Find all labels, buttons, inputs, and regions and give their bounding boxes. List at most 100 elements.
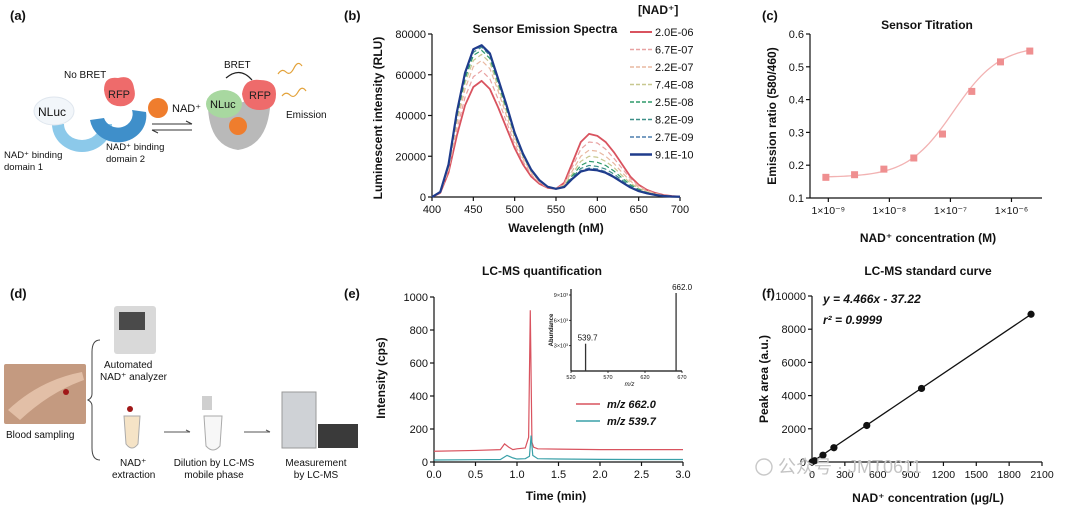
blood-sampling-label: Blood sampling — [6, 430, 74, 441]
chart-b-ytick-label: 80000 — [395, 29, 426, 41]
dilution-tube — [203, 415, 223, 451]
panel-label-a: (a) — [10, 8, 26, 23]
dilution-label: Dilution by LC-MS — [174, 458, 255, 469]
domain1-label: domain 1 — [4, 162, 43, 173]
chart-c-ytick-label: 0.4 — [789, 95, 804, 107]
chart-b-xtick-label: 550 — [547, 204, 565, 216]
chart-c-data-point — [968, 87, 976, 95]
chart-f-xlabel: NAD⁺ concentration (μg/L) — [852, 491, 1004, 505]
chart-e-xtick-label: 0.0 — [426, 469, 441, 481]
chart-f-xtick-label: 1200 — [932, 469, 956, 481]
chart-b-xtick-label: 500 — [505, 204, 523, 216]
chart-b-legend-label: 2.2E-07 — [655, 62, 694, 74]
chart-e-xtick-label: 1.0 — [509, 469, 524, 481]
chart-b-series-line — [431, 70, 681, 198]
chart-f-xtick-label: 900 — [902, 469, 920, 481]
panel-label-b: (b) — [344, 8, 361, 23]
chart-f-data-point — [830, 444, 838, 452]
chart-b-series-line — [431, 44, 681, 198]
chart-e-ytick-label: 200 — [410, 424, 428, 436]
chart-e-ytick-label: 0 — [422, 457, 428, 469]
chart-c-title: Sensor Titration — [881, 18, 973, 32]
nad-label: NAD⁺ — [172, 103, 201, 115]
analyzer-label: NAD⁺ analyzer — [100, 372, 168, 383]
no-bret-label: No BRET — [64, 70, 106, 81]
chart-f-ytick-label: 0 — [800, 457, 806, 469]
chart-e-series-line — [433, 435, 683, 461]
chart-b-series-line — [431, 53, 681, 198]
chart-c-data-point — [851, 171, 859, 179]
chart-c-ytick-label: 0.6 — [789, 29, 804, 41]
extraction-tube — [123, 415, 141, 449]
chart-f-ytick-label: 8000 — [782, 324, 806, 336]
domain1-label: NAD⁺ binding — [4, 150, 62, 161]
chart-b-title: Sensor Emission Spectra — [473, 22, 618, 36]
chart-b-ytick-label: 40000 — [395, 111, 426, 123]
chart-f-xtick-label: 1800 — [997, 469, 1021, 481]
chart-e-ytick-label: 400 — [410, 391, 428, 403]
chart-e-ytick-label: 1000 — [404, 292, 428, 304]
chart-b-legend-label: 6.7E-07 — [655, 45, 694, 57]
chart-f-data-point — [819, 451, 827, 459]
chart-b-legend-label: 9.1E-10 — [655, 150, 694, 162]
emission-label: Emission — [286, 110, 327, 121]
measurement-label: Measurement — [285, 458, 346, 469]
chart-e-inset-ylabel: Abundance — [549, 313, 555, 346]
chart-f-equation: y = 4.466x - 37.22 — [822, 292, 921, 306]
chart-f-xtick-label: 600 — [869, 469, 887, 481]
nluc-bound-label: NLuc — [210, 99, 236, 111]
nluc-bound-shape — [206, 90, 242, 118]
chart-b-xtick-label: 600 — [588, 204, 606, 216]
chart-e-legend-label: m/z 662.0 — [607, 399, 657, 411]
domain2-label: NAD⁺ binding — [106, 142, 164, 153]
chart-f-xtick-label: 300 — [836, 469, 854, 481]
chart-c-xtick-label: 1×10⁻⁷ — [934, 205, 967, 217]
equilibrium-arrow — [185, 120, 193, 125]
rfp-bound-shape — [242, 79, 276, 110]
chart-f-xtick-label: 0 — [809, 469, 815, 481]
lcms-stack — [281, 391, 317, 449]
watermark-wechat-icon — [755, 458, 773, 476]
nad-molecule-icon — [148, 98, 168, 118]
chart-c-data-point — [822, 173, 830, 181]
chart-b-xtick-label: 650 — [629, 204, 647, 216]
chart-c-data-point — [1026, 47, 1034, 55]
rfp-bound-label: RFP — [249, 90, 271, 102]
chart-c-ytick-label: 0.2 — [789, 160, 804, 172]
chart-c-fit-curve — [825, 49, 1030, 178]
chart-e-xtick-label: 2.0 — [592, 469, 607, 481]
workflow-arrow — [185, 429, 191, 433]
chart-b-legend-label: 8.2E-09 — [655, 115, 694, 127]
chart-e-ytick-label: 600 — [410, 358, 428, 370]
chart-b-series-line — [431, 46, 681, 198]
chart-e-inset-ytick-label: 3×10³ — [554, 344, 568, 350]
chart-f-r2: r² = 0.9999 — [823, 313, 882, 327]
chart-e-xtick-label: 2.5 — [634, 469, 649, 481]
chart-e-inset-xlabel: m/z — [625, 382, 635, 388]
chart-e-xtick-label: 3.0 — [675, 469, 690, 481]
chart-e-series-line — [433, 310, 683, 452]
panel-label-d: (d) — [10, 286, 27, 301]
panel-label-f: (f) — [762, 286, 775, 301]
chart-b-legend-title: [NAD⁺] — [638, 3, 678, 17]
chart-b-series-line — [431, 59, 681, 198]
chart-c-xtick-label: 1×10⁻⁸ — [873, 205, 907, 217]
chart-b-ytick-label: 60000 — [395, 70, 426, 82]
analyzer-label: Automated — [104, 360, 152, 371]
extraction-label: extraction — [112, 470, 155, 481]
chart-b-xtick-label: 700 — [671, 204, 689, 216]
domain2-label: domain 2 — [106, 154, 145, 165]
chart-f-title: LC-MS standard curve — [864, 264, 992, 278]
chart-f-data-point — [811, 457, 819, 465]
chart-e-inset-ytick-label: 6×10³ — [554, 318, 568, 324]
chart-f-ytick-label: 4000 — [782, 391, 806, 403]
chart-e-inset-peak-label: 662.0 — [672, 283, 693, 292]
nluc-label: NLuc — [38, 105, 66, 119]
chart-f-xtick-label: 2100 — [1030, 469, 1054, 481]
bret-label: BRET — [224, 60, 251, 71]
dilution-label: mobile phase — [184, 470, 244, 481]
chart-c-data-point — [880, 165, 888, 173]
pipette-icon — [202, 396, 212, 410]
